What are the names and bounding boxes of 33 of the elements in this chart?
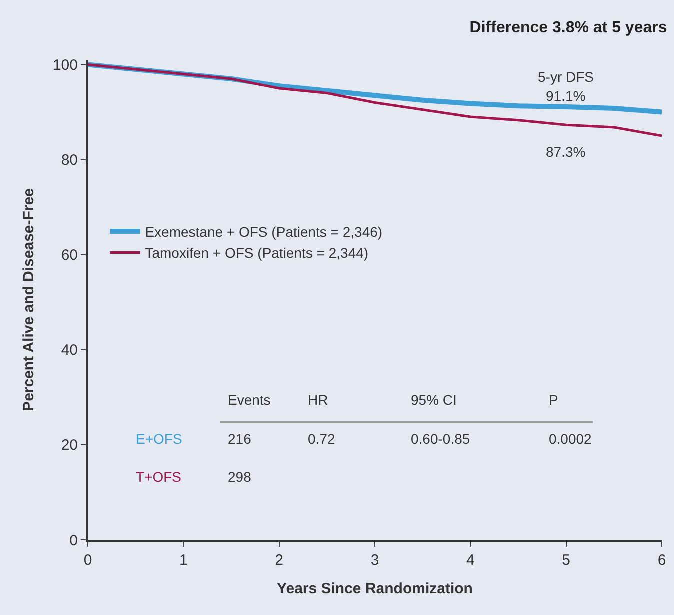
annotation: 87.3% (546, 144, 586, 160)
x-tick-label: 3 (370, 552, 380, 569)
annotation: T+OFS (136, 469, 182, 485)
y-axis-title: Percent Alive and Disease-Free (20, 188, 38, 412)
x-tick-label: 0 (84, 552, 92, 569)
y-tick-label: 20 (61, 437, 78, 454)
annotation: E+OFS (136, 431, 182, 447)
x-axis-title: Years Since Randomization (277, 580, 473, 598)
y-tick-label: 0 (70, 532, 78, 550)
legend-label: Exemestane + OFS (Patients = 2,346) (145, 224, 383, 240)
annotation: 5-yr DFS (538, 69, 594, 85)
x-tick-label: 6 (658, 552, 666, 569)
chart-title: Difference 3.8% at 5 years (470, 20, 668, 37)
annotation: 0.60-0.85 (411, 431, 470, 447)
annotation: 95% CI (411, 392, 457, 408)
y-tick-label: 100 (52, 57, 78, 74)
annotation: 91.1% (546, 88, 586, 104)
x-tick-label: 5 (562, 552, 570, 569)
annotation: 0.0002 (549, 431, 592, 447)
y-tick-label: 60 (61, 247, 78, 264)
y-tick-label: 40 (61, 342, 78, 360)
x-tick-label: 1 (180, 552, 188, 569)
legend-label: Tamoxifen + OFS (Patients = 2,344) (145, 245, 369, 262)
annotation: HR (308, 392, 328, 408)
line-series (88, 64, 662, 138)
annotation: 216 (228, 431, 252, 447)
x-tick-label: 4 (466, 552, 475, 569)
annotation: 298 (228, 469, 252, 485)
annotation: Events (228, 392, 271, 408)
x-tick-label: 2 (275, 552, 284, 569)
y-tick-label: 80 (61, 152, 78, 170)
annotation: P (549, 392, 558, 408)
annotation: 0.72 (308, 431, 336, 447)
